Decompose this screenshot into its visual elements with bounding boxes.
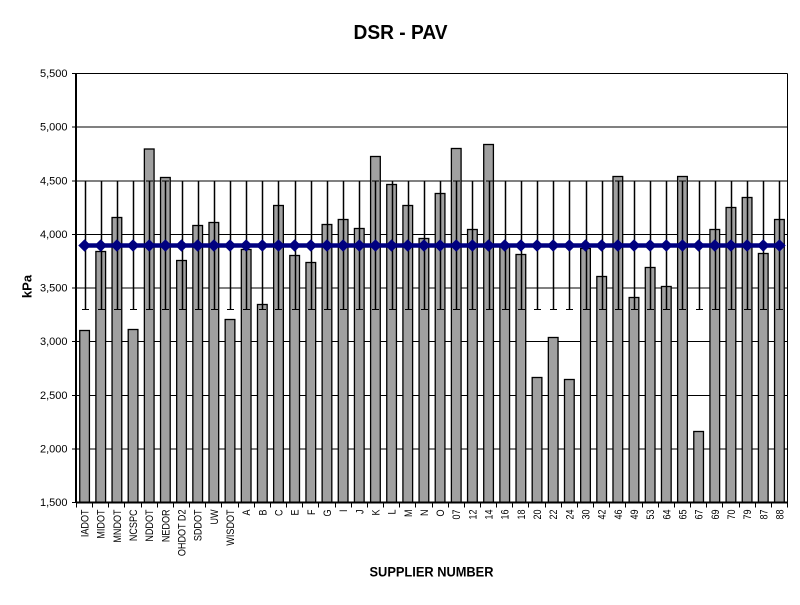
svg-text:2,500: 2,500: [40, 390, 68, 402]
svg-text:J: J: [354, 510, 366, 515]
svg-text:O: O: [435, 509, 447, 516]
svg-text:3,000: 3,000: [40, 336, 68, 348]
svg-text:N: N: [419, 509, 431, 516]
svg-text:79: 79: [742, 510, 754, 520]
svg-text:C: C: [273, 509, 285, 516]
svg-text:16: 16: [500, 509, 512, 519]
svg-text:5,000: 5,000: [40, 122, 68, 134]
svg-text:MNDOT: MNDOT: [112, 509, 124, 542]
svg-text:69: 69: [710, 510, 722, 520]
svg-text:64: 64: [661, 510, 673, 520]
svg-text:4,000: 4,000: [40, 229, 68, 241]
svg-text:NDDOT: NDDOT: [144, 509, 156, 541]
svg-text:1,500: 1,500: [40, 497, 68, 509]
svg-text:MIDOT: MIDOT: [96, 509, 108, 538]
svg-text:2,000: 2,000: [40, 443, 68, 455]
svg-text:22: 22: [548, 510, 560, 520]
svg-text:SUPPLIER NUMBER: SUPPLIER NUMBER: [370, 564, 494, 580]
svg-text:NEDOR: NEDOR: [160, 509, 172, 542]
svg-text:24: 24: [564, 510, 576, 520]
svg-text:SDDOT: SDDOT: [193, 509, 205, 541]
svg-text:46: 46: [613, 510, 625, 520]
svg-text:4,500: 4,500: [40, 175, 68, 187]
svg-text:65: 65: [677, 510, 689, 520]
svg-text:I: I: [338, 510, 350, 513]
svg-text:20: 20: [532, 510, 544, 520]
svg-text:07: 07: [451, 510, 463, 520]
svg-text:E: E: [290, 510, 302, 516]
svg-text:14: 14: [484, 510, 496, 520]
svg-text:87: 87: [758, 510, 770, 520]
svg-text:F: F: [306, 509, 318, 515]
svg-text:30: 30: [581, 510, 593, 520]
svg-text:A: A: [241, 509, 253, 516]
svg-text:UW: UW: [209, 509, 221, 525]
svg-text:18: 18: [516, 510, 528, 520]
svg-text:IADOT: IADOT: [80, 509, 92, 537]
svg-text:49: 49: [629, 510, 641, 520]
svg-text:12: 12: [467, 510, 479, 520]
svg-text:L: L: [387, 510, 399, 515]
svg-text:53: 53: [645, 510, 657, 520]
svg-text:3,500: 3,500: [40, 283, 68, 295]
svg-text:5,500: 5,500: [40, 68, 68, 80]
svg-text:88: 88: [774, 510, 786, 520]
svg-text:70: 70: [726, 510, 738, 520]
svg-text:DSR - PAV: DSR - PAV: [354, 21, 448, 44]
svg-text:OHDOT D2: OHDOT D2: [177, 510, 189, 557]
svg-text:B: B: [257, 510, 269, 516]
svg-text:NCSPC: NCSPC: [128, 509, 140, 541]
svg-text:42: 42: [597, 510, 609, 520]
svg-text:G: G: [322, 510, 334, 517]
svg-text:K: K: [370, 509, 382, 516]
svg-text:M: M: [403, 510, 415, 518]
svg-text:67: 67: [694, 510, 706, 520]
svg-text:WISDOT: WISDOT: [225, 509, 237, 545]
svg-text:kPa: kPa: [20, 274, 35, 298]
